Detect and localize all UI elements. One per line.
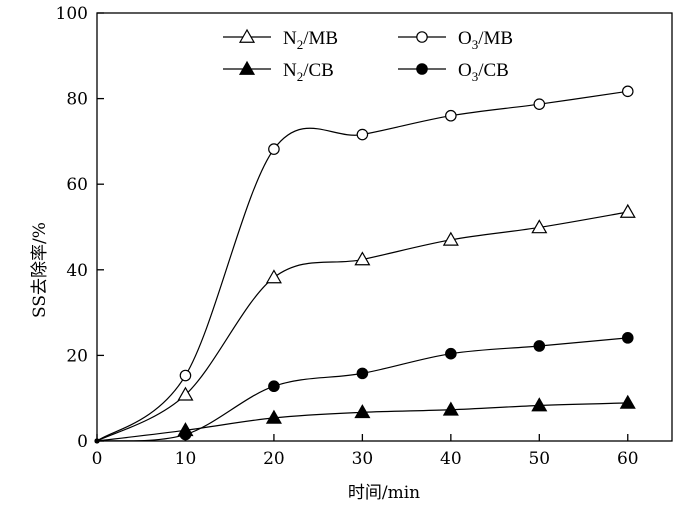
data-point: [265, 409, 282, 424]
data-point: [445, 109, 457, 122]
data-point: [619, 203, 636, 218]
series-markers: [94, 85, 636, 444]
legend-label: N2/CB: [283, 60, 334, 84]
data-point: [442, 231, 459, 246]
x-tick-label: 50: [528, 449, 550, 469]
data-point: [445, 347, 457, 360]
data-point: [268, 380, 280, 393]
y-tick-label: 0: [77, 432, 88, 452]
y-tick-label: 80: [66, 90, 88, 110]
x-tick-label: 40: [440, 449, 462, 469]
y-tick-label: 20: [66, 346, 88, 366]
data-point: [531, 397, 548, 412]
legend-label: N2/MB: [283, 28, 338, 52]
y-tick-label: 60: [66, 175, 88, 195]
legend-marker: [416, 31, 428, 43]
x-tick-label: 30: [352, 449, 374, 469]
x-tick-label: 20: [263, 449, 285, 469]
data-point: [265, 269, 282, 284]
y-axis: 0 20 40 60 80 100: [56, 4, 104, 452]
legend-label: O3/MB: [458, 28, 513, 52]
x-tick-label: 10: [175, 449, 197, 469]
legend-marker: [238, 60, 256, 75]
y-axis-title: SS去除率/%: [30, 222, 50, 318]
data-point: [533, 98, 546, 110]
series-lines: [96, 90, 628, 442]
data-point: [94, 438, 100, 444]
data-point: [533, 340, 546, 352]
data-point: [531, 219, 548, 234]
legend: N2/MB O3/MB N2/CB O3/CB: [223, 28, 513, 84]
plot-border: [96, 12, 673, 442]
data-point: [179, 428, 192, 441]
data-point: [356, 128, 369, 141]
series-line-3: [96, 337, 628, 442]
plot-frame: [96, 12, 673, 442]
data-point: [621, 85, 634, 98]
legend-label: O3/CB: [458, 60, 509, 84]
x-tick-label: 60: [617, 449, 639, 469]
data-point: [619, 394, 636, 409]
data-point: [179, 369, 192, 382]
series-line-1: [96, 90, 628, 442]
data-point: [621, 332, 634, 344]
x-axis-title: 时间/min: [348, 483, 420, 503]
legend-marker: [416, 63, 428, 75]
data-point: [354, 251, 371, 266]
x-axis: 0 10 20 30 40 50 60: [92, 434, 639, 469]
y-tick-label: 40: [66, 261, 88, 281]
x-tick-label: 0: [92, 449, 103, 469]
data-point: [268, 143, 280, 155]
data-point: [442, 401, 459, 416]
data-point: [356, 367, 369, 380]
legend-marker: [238, 28, 256, 43]
y-tick-label: 100: [56, 4, 88, 24]
data-point: [354, 404, 371, 419]
data-point: [177, 386, 194, 401]
